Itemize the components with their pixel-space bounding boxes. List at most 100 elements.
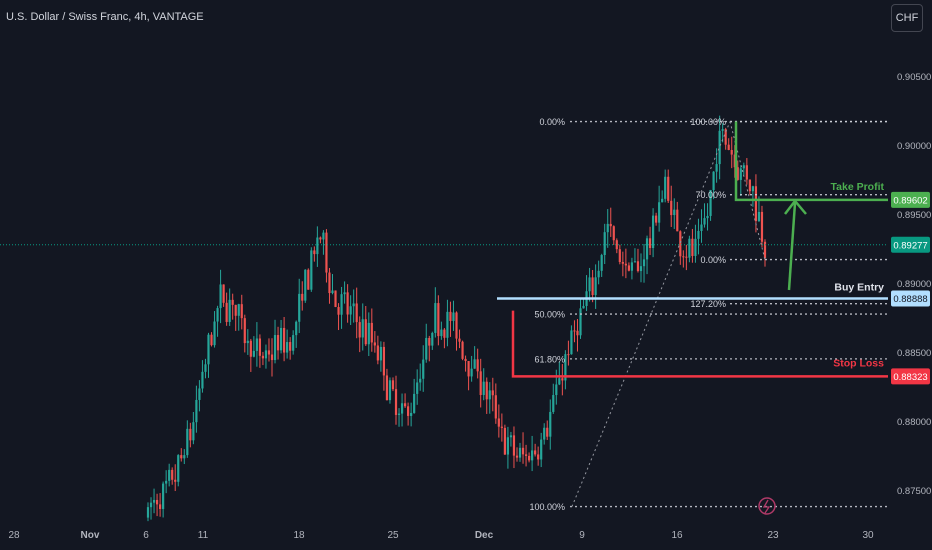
x-tick-label: 30 <box>862 530 874 541</box>
candle-bull <box>413 393 416 413</box>
take-profit-label: Take Profit <box>831 181 885 193</box>
candle-bear <box>328 272 331 294</box>
candle-bull <box>192 422 195 441</box>
candle-bull <box>410 412 413 416</box>
candle-bear <box>225 302 228 322</box>
candle-bear <box>283 327 286 353</box>
candle-bear <box>455 312 458 339</box>
candle-bear <box>479 371 482 395</box>
candle-bull <box>706 215 709 219</box>
current-price-tag: 0.89277 <box>893 240 927 251</box>
fib-retracement: 0.00% 50.00% 61.80% 100.00% <box>529 117 888 512</box>
candle-bull <box>700 224 703 231</box>
fib-trend-line <box>571 121 731 507</box>
candle-bear <box>655 215 658 223</box>
y-tick-label: 0.88500 <box>897 348 931 359</box>
candle-bull <box>531 450 534 461</box>
candle-bull <box>564 354 567 381</box>
arrow-head <box>784 199 807 215</box>
candle-bull <box>431 332 434 346</box>
candle-bear <box>325 232 328 273</box>
candle-bear <box>612 226 615 241</box>
candle-bull <box>237 304 240 316</box>
candle-bull <box>422 359 425 379</box>
fib-extension: 100.00% 70.00% 0.00% 127.20% <box>690 117 888 309</box>
candle-bull <box>425 337 428 360</box>
candle-bear <box>391 380 395 390</box>
candle-bull <box>183 455 186 459</box>
candle-bull <box>651 215 655 249</box>
candle-bull <box>322 232 325 240</box>
candle-bear <box>682 256 685 258</box>
x-tick-label: Dec <box>475 530 494 541</box>
candle-bull <box>579 308 582 336</box>
fib-ext-label: 70.00% <box>695 190 726 200</box>
candle-bull <box>509 435 513 438</box>
candle-bull <box>162 483 165 509</box>
candle-bear <box>301 293 304 301</box>
candle-bear <box>500 426 503 428</box>
candle-bull <box>195 399 198 423</box>
event-icon <box>758 497 776 515</box>
x-tick-label: 11 <box>198 530 209 541</box>
candle-bull <box>198 388 201 400</box>
candle-bull <box>146 507 150 518</box>
candle-bull <box>149 502 153 508</box>
candle-bull <box>555 384 558 396</box>
candle-bull <box>703 218 706 225</box>
fib-level-label: 61.80% <box>534 354 565 364</box>
candle-bull <box>397 413 401 415</box>
y-tick-label: 0.89500 <box>897 210 931 221</box>
candle-bear <box>370 322 373 343</box>
candle-bear <box>648 238 652 249</box>
candle-bear <box>307 269 310 290</box>
candle-bull <box>488 390 491 400</box>
candle-bear <box>458 338 461 342</box>
candle-bear <box>394 389 398 415</box>
candle-bull <box>316 237 319 255</box>
candle-bull <box>228 299 231 322</box>
candle-bull <box>518 447 522 458</box>
candle-bull <box>673 209 676 216</box>
candle-bull <box>658 202 661 223</box>
candle-bull <box>664 176 667 199</box>
candle-bull <box>304 269 307 301</box>
candle-bull <box>742 165 745 169</box>
candle-bear <box>289 342 292 351</box>
candle-bear <box>527 455 531 461</box>
candle-bear <box>476 359 479 372</box>
candle-bear <box>171 469 174 480</box>
candle-bull <box>606 223 609 233</box>
candle-bear <box>231 299 234 305</box>
fib-ext-label: 0.00% <box>700 255 726 265</box>
x-tick-label: Nov <box>81 530 100 541</box>
current-price-tag-bg <box>891 236 930 253</box>
buy-entry-price-tag-bg <box>891 290 930 307</box>
y-tick-label: 0.90000 <box>897 141 931 152</box>
take-profit-line <box>734 121 888 202</box>
candle-bull <box>600 255 603 271</box>
candle-bear <box>636 261 640 272</box>
candle-bear <box>174 479 177 482</box>
candle-bear <box>627 265 630 271</box>
candle-bull <box>440 329 443 337</box>
candle-bull <box>207 334 210 365</box>
candle-bear <box>576 330 579 336</box>
candle-bull <box>186 428 189 456</box>
candle-bull <box>416 382 419 394</box>
candle-bull <box>709 190 712 216</box>
candle-bull <box>246 340 249 344</box>
x-tick-label: 28 <box>8 530 20 541</box>
candle-bear <box>189 428 192 441</box>
candle-bear <box>313 250 316 255</box>
currency-button[interactable]: CHF <box>891 4 923 32</box>
candle-bear <box>270 354 274 361</box>
candle-bull <box>552 395 555 412</box>
candle-bear <box>670 200 673 216</box>
candle-bull <box>739 168 742 180</box>
x-tick-label: 18 <box>293 530 305 541</box>
candle-bear <box>358 322 361 338</box>
candle-bull <box>506 437 510 455</box>
candle-bull <box>597 270 600 278</box>
